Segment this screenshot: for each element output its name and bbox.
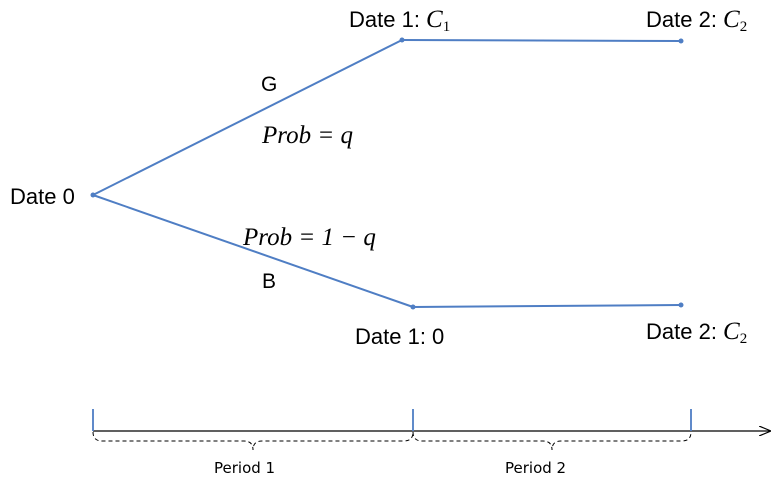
node-date1-bad-dot [410, 304, 416, 310]
bad-branch-line [92, 194, 414, 308]
node-date1-bad-text: Date 1: 0 [355, 324, 445, 349]
timeline [92, 409, 770, 451]
period2-label: Period 2 [505, 459, 567, 477]
node-date2-bad-sub: 2 [739, 330, 748, 347]
node-date2-bad-var: C [723, 318, 740, 345]
node-date1-bad-label: Date 1: 0 [355, 324, 444, 350]
node-date2-good-var: C [723, 6, 740, 33]
bad-branch-label: B [262, 270, 277, 293]
node-date2-bad-dot [678, 302, 684, 308]
node-date2-bad-prefix: Date 2: [646, 319, 724, 344]
period1-label: Period 1 [214, 459, 276, 477]
period1-brace [92, 431, 414, 451]
good-branch-label: G [261, 73, 278, 96]
decision-tree [92, 39, 682, 308]
good-prob-value: = q [317, 122, 353, 149]
node-date2-good-dot [678, 38, 684, 44]
node-date2-good-label: Date 2: C2 [646, 6, 747, 36]
node-date0-text: Date 0 [10, 184, 75, 209]
node-date2-good-prefix: Date 2: [646, 7, 724, 32]
node-date1-good-prefix: Date 1: [349, 7, 427, 32]
bad-branch-probability: Prob = 1 − q [243, 224, 376, 252]
bad-continuation-line [412, 304, 682, 308]
node-date2-good-sub: 2 [739, 18, 748, 35]
period2-brace [412, 431, 692, 451]
node-date0-label: Date 0 [10, 184, 75, 210]
good-prob-word: Prob [262, 122, 312, 149]
node-date1-good-dot [399, 37, 405, 43]
good-branch-probability: Prob = q [262, 122, 353, 150]
node-date0-dot [90, 192, 96, 198]
tree-nodes [90, 37, 684, 310]
node-date1-good-var: C [426, 6, 443, 33]
node-date1-good-sub: 1 [442, 18, 451, 35]
node-date1-good-label: Date 1: C1 [349, 6, 450, 36]
bad-prob-word: Prob [243, 224, 293, 251]
good-branch-line [92, 39, 403, 196]
bad-prob-value: = 1 − q [298, 224, 376, 251]
good-continuation-line [401, 39, 682, 42]
node-date2-bad-label: Date 2: C2 [646, 318, 747, 348]
